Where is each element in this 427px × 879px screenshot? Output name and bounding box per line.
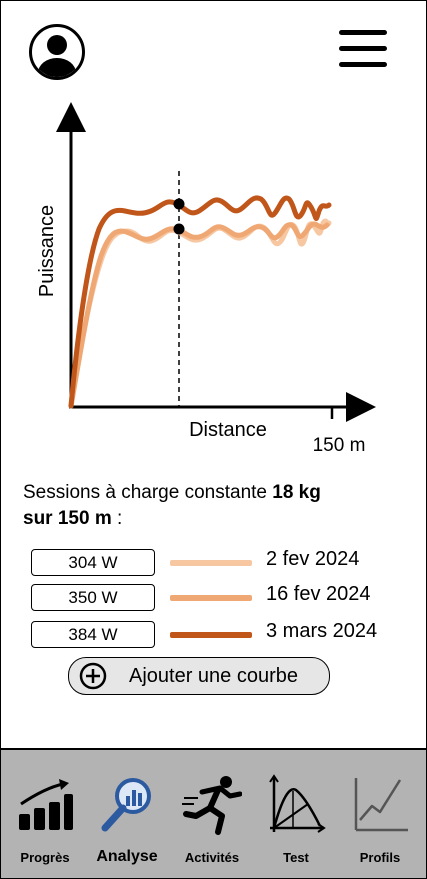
y-axis-label: Puissance [36,205,58,297]
add-curve-button[interactable]: Ajouter une courbe [68,657,330,695]
power-distance-chart: Puissance Distance 150 m [36,102,376,456]
legend-row[interactable]: 384 W 3 mars 2024 [31,620,411,651]
legend-swatch [170,560,252,566]
menu-bar [339,62,387,67]
menu-bar [339,30,387,35]
legend-date-label: 2 fev 2024 [266,548,360,570]
marker-point-bottom [173,223,185,235]
nav-label: Activités [184,850,240,865]
description-prefix: Sessions à charge constante [23,482,273,503]
nav-item-test[interactable]: Test [256,750,336,878]
test-curve-icon [269,774,326,833]
add-curve-label: Ajouter une courbe [129,665,299,687]
legend-swatch [170,632,252,638]
plus-circle-icon [79,662,107,690]
bottom-nav: Progrès Analyse Activités [1,748,426,878]
power-value-box[interactable]: 304 W [31,549,155,576]
menu-bar [339,46,387,51]
description-distance: sur 150 m [23,508,112,529]
series-line-3-mars-2024 [68,195,332,409]
power-value-box[interactable]: 384 W [31,621,155,648]
legend-date-label: 16 fev 2024 [266,583,371,605]
session-description: Sessions à charge constante 18 kg sur 15… [23,480,403,532]
nav-item-activites[interactable]: Activités [172,750,252,878]
nav-label: Profils [359,850,401,865]
series-line-16-fev-2024 [68,221,330,409]
nav-label: Progrès [20,850,70,865]
x-end-label: 150 m [313,435,366,456]
legend-row[interactable]: 304 W 2 fev 2024 [31,548,411,579]
nav-item-analyse[interactable]: Analyse [87,750,167,878]
power-value-box[interactable]: 350 W [31,584,155,611]
x-axis-label: Distance [189,419,267,441]
user-avatar-icon[interactable] [28,23,86,81]
nav-label: Analyse [96,848,158,865]
nav-item-progres[interactable]: Progrès [5,750,85,878]
description-suffix: : [111,508,123,529]
magnify-analysis-icon [101,778,151,832]
legend-date-label: 3 mars 2024 [266,620,378,642]
series-line-2-fev-2024 [68,218,332,409]
nav-label: Test [283,850,309,865]
runner-icon [182,776,242,835]
line-graph-icon [354,778,408,832]
hamburger-menu-icon[interactable] [339,30,387,74]
bar-chart-icon [19,779,73,830]
description-load: 18 kg [272,482,321,503]
legend-swatch [170,595,252,601]
marker-point-top [173,198,185,210]
nav-item-profils[interactable]: Profils [340,750,420,878]
legend-row[interactable]: 350 W 16 fev 2024 [31,583,411,614]
